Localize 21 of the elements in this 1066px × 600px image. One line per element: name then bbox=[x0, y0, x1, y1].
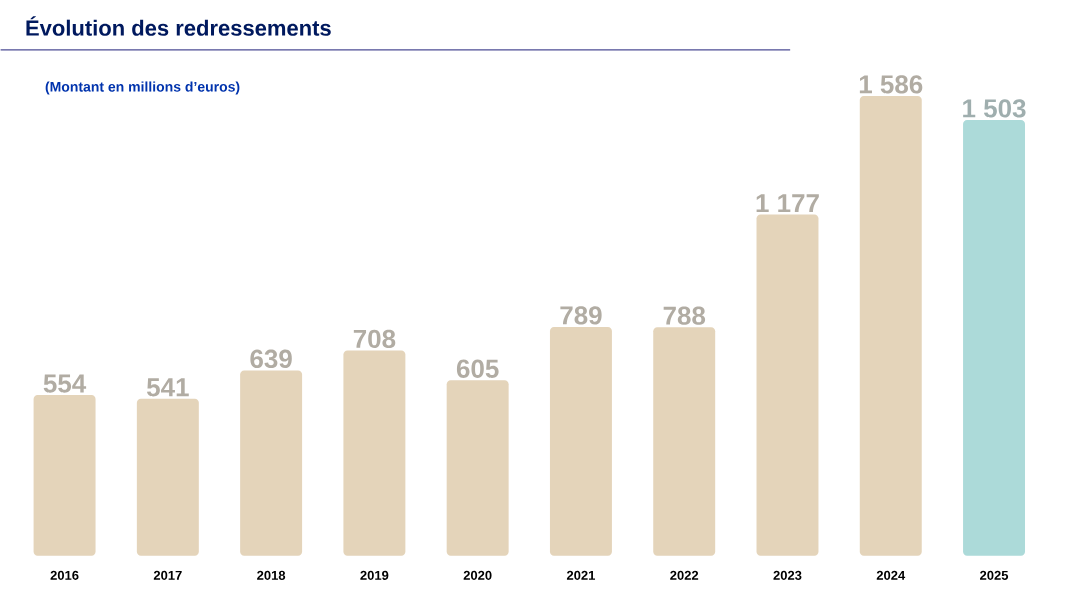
data-label: 789 bbox=[560, 306, 602, 325]
data-label: 1 586 bbox=[859, 75, 923, 94]
data-label: 788 bbox=[663, 306, 706, 326]
data-label: 541 bbox=[146, 378, 189, 397]
bar bbox=[343, 350, 406, 556]
data-label: 1 503 bbox=[963, 99, 1026, 118]
bar bbox=[653, 327, 716, 556]
bar bbox=[963, 120, 1026, 556]
data-label: 708 bbox=[353, 329, 396, 349]
bar bbox=[33, 395, 96, 556]
chart-title: Évolution des redressements bbox=[26, 16, 331, 36]
bar bbox=[549, 327, 612, 556]
data-label: 639 bbox=[250, 349, 292, 369]
bar bbox=[756, 214, 819, 556]
bar bbox=[446, 380, 509, 556]
data-label: 605 bbox=[456, 359, 499, 379]
bar bbox=[136, 399, 199, 556]
bar bbox=[859, 96, 922, 556]
bar bbox=[240, 370, 303, 556]
data-label: 1 177 bbox=[756, 194, 819, 213]
data-label: 554 bbox=[43, 374, 87, 393]
